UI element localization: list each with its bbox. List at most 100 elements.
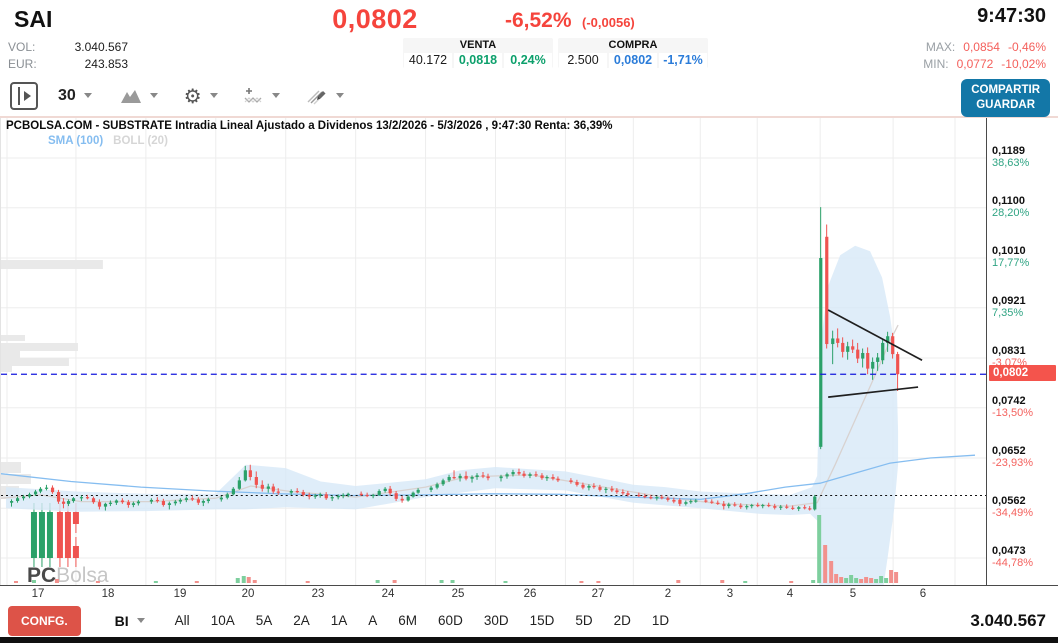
candle-body [486, 476, 490, 479]
max-percent: -0,46% [1007, 40, 1046, 54]
chart-type-selector[interactable] [120, 88, 158, 104]
interval-selector[interactable]: 30 [58, 87, 92, 105]
volume-bar [811, 580, 816, 583]
candle-body [50, 487, 55, 493]
candle-body [643, 496, 647, 498]
range-button-15d[interactable]: 15D [529, 613, 555, 628]
volume-bar [823, 545, 828, 583]
indicator-legend[interactable]: SMA (100) BOLL (20) [48, 135, 178, 147]
candle-body [581, 484, 585, 488]
chevron-down-icon [209, 93, 218, 98]
candle-body [313, 495, 317, 497]
range-button-5d[interactable]: 5D [575, 613, 593, 628]
candle-body [429, 487, 433, 490]
eur-label: EUR: [8, 57, 37, 71]
candle-body [248, 470, 252, 478]
candle-body [773, 506, 777, 508]
time-axis[interactable]: 17 18 19 20 23 24 25 26 27 2 3 4 5 6 [0, 585, 1058, 604]
candle-body [365, 494, 369, 497]
legend-item[interactable]: SMA (100) [48, 135, 104, 147]
range-button-1d[interactable]: 1D [651, 613, 670, 628]
range-button-10a[interactable]: 10A [210, 613, 235, 628]
candle-body [359, 493, 363, 495]
candle-body [196, 499, 200, 503]
time-axis-label: 24 [381, 588, 395, 600]
candle-body [851, 346, 855, 350]
volume-bar [844, 578, 849, 583]
tick-percent: 28,20% [992, 206, 1030, 219]
candle-body [678, 499, 682, 504]
candle-body [808, 508, 812, 510]
quote-header: SAI VOL: 3.040.567 EUR: 243.853 0,0802 -… [0, 0, 1058, 75]
config-button[interactable]: CONFG. [8, 605, 81, 636]
max-label: MAX: [925, 40, 956, 54]
candle-body [481, 475, 485, 477]
candle-body [103, 503, 108, 507]
price-axis-label: 0,0473 -44,78% [992, 545, 1033, 569]
volume-bar [869, 578, 874, 583]
candle-body [15, 498, 20, 502]
watermark-bar [46, 512, 53, 558]
tick-percent: -34,49% [992, 507, 1033, 520]
price-axis[interactable]: 0,1189 38,63% 0,1100 28,20% 0,1010 17,77% 0,09… [986, 118, 1058, 585]
volume-bar [194, 581, 199, 583]
settings-selector[interactable]: ⚙ [184, 86, 218, 106]
tick-percent: -23,93% [992, 457, 1033, 470]
price-axis-label: 0,1100 28,20% [992, 195, 1029, 219]
resolution-selector[interactable]: BI [115, 613, 145, 629]
save-label: GUARDAR [976, 98, 1035, 111]
chevron-down-icon [271, 93, 280, 98]
range-button-2d[interactable]: 2D [613, 613, 631, 628]
volume-bar [854, 578, 859, 583]
legend-item[interactable]: BOLL (20) [113, 135, 168, 147]
range-button-a[interactable]: A [368, 613, 378, 628]
candle-body [371, 494, 375, 497]
share-label: COMPARTIR [971, 84, 1040, 96]
candle-body [276, 491, 280, 493]
range-button-5a[interactable]: 5A [255, 613, 273, 628]
tick-percent: 38,63% [992, 157, 1030, 169]
volume-profile-bar [1, 462, 21, 473]
ask-panel: VENTA 40.172 0,0818 0,24% [403, 38, 553, 68]
tick-percent: 17,77% [992, 257, 1030, 269]
ask-title: VENTA [459, 39, 497, 51]
candle-body [79, 497, 84, 499]
panel-toggle-icon[interactable] [10, 81, 38, 110]
candle-body [470, 477, 474, 479]
candle-body [672, 499, 676, 502]
range-button-2a[interactable]: 2A [293, 613, 310, 628]
max-row: MAX: 0,0854 -0,46% [926, 40, 1046, 54]
range-button-6m[interactable]: 6M [398, 613, 418, 628]
candle-body [61, 501, 66, 504]
candle-body [791, 507, 795, 509]
candle-body [85, 497, 90, 499]
draw-tools-selector[interactable] [306, 87, 344, 105]
volume-bar [439, 580, 444, 583]
volume-bar [829, 561, 834, 583]
indicators-selector[interactable] [244, 87, 280, 105]
volume-profile-bar [1, 343, 78, 351]
candle-body [190, 498, 195, 500]
range-button-30d[interactable]: 30D [483, 613, 509, 628]
range-buttons: All 10A 5A 2A 1A A 6M 60D 30D 15D 5D 2D 1D [175, 613, 669, 628]
candle-body [761, 504, 765, 507]
volume-bar [849, 575, 854, 583]
candle-body [136, 501, 141, 504]
volume-bar [839, 577, 844, 583]
candle-body [307, 494, 311, 497]
candle-body [441, 480, 445, 485]
share-save-button[interactable]: COMPARTIR GUARDAR [961, 79, 1050, 117]
candlestick-chart[interactable]: PCBolsa [1, 118, 986, 585]
price-plot[interactable]: PCBolsa [0, 118, 986, 585]
tick-percent: -13,50% [992, 406, 1033, 419]
candle-body [499, 476, 503, 479]
range-button-60d[interactable]: 60D [438, 613, 463, 628]
candle-body [383, 488, 387, 491]
volume-value: 3.040.567 [74, 40, 128, 54]
range-button-all[interactable]: All [174, 613, 190, 628]
range-button-1a[interactable]: 1A [330, 613, 348, 628]
change-percent: -6,52% [505, 9, 572, 32]
chevron-down-icon [83, 93, 92, 98]
candle-body [704, 500, 708, 502]
watermark-bar [72, 512, 79, 524]
